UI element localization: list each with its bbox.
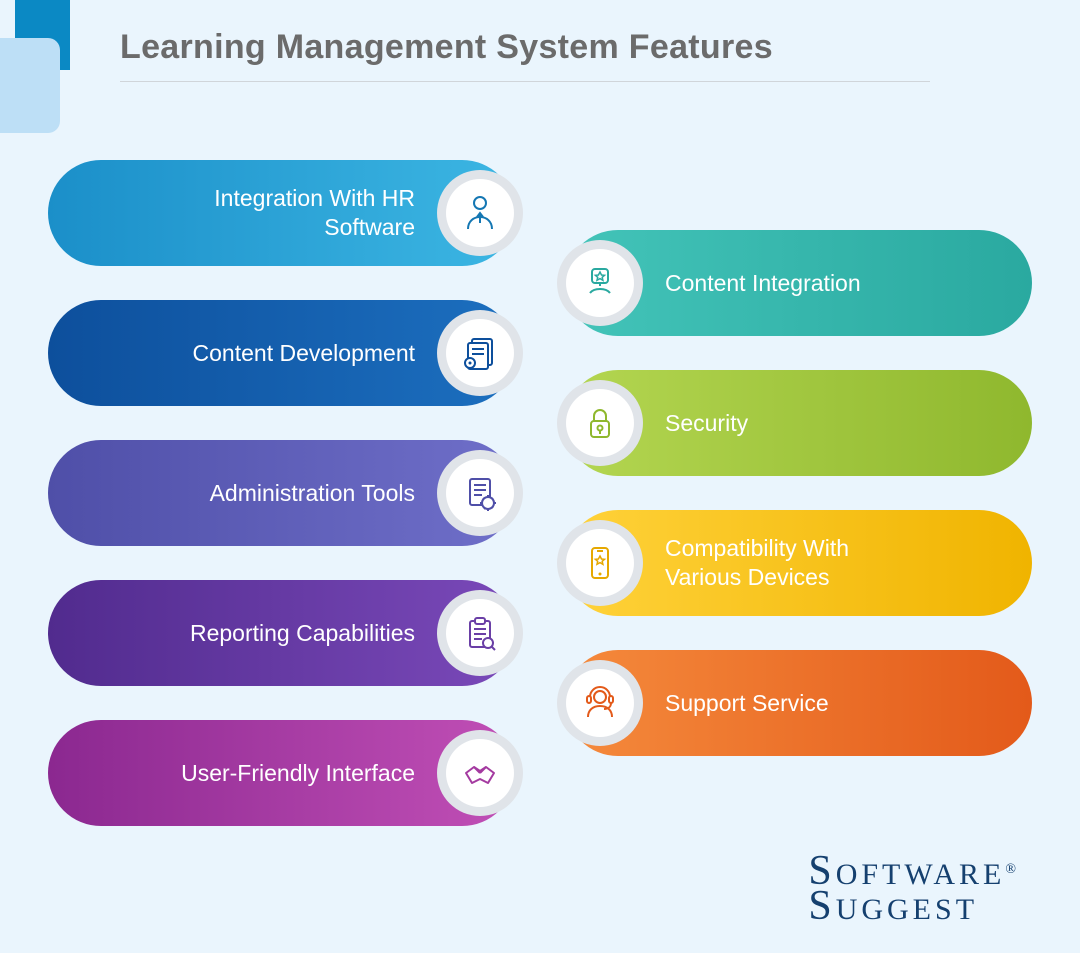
clipboard-icon	[446, 599, 514, 667]
left-column: Integration With HR Software Content Deve…	[48, 160, 515, 863]
page-title: Learning Management System Features	[120, 28, 930, 82]
feature-pill: Integration With HR Software	[48, 160, 515, 266]
registered-mark: ®	[1005, 862, 1020, 877]
feature-label: Integration With HR Software	[155, 184, 415, 242]
hand-star-icon	[566, 249, 634, 317]
icon-ring	[557, 240, 643, 326]
handshake-icon	[446, 739, 514, 807]
feature-pill: Content Development	[48, 300, 515, 406]
corner-decor-light	[0, 38, 60, 133]
headset-icon	[566, 669, 634, 737]
logo-line1-rest: OFTWARE	[836, 858, 1006, 891]
feature-label: User-Friendly Interface	[181, 759, 415, 788]
icon-ring	[437, 170, 523, 256]
feature-pill: User-Friendly Interface	[48, 720, 515, 826]
feature-label: Security	[665, 409, 748, 438]
lock-icon	[566, 389, 634, 457]
icon-ring	[557, 380, 643, 466]
icon-ring	[557, 660, 643, 746]
icon-ring	[437, 310, 523, 396]
icon-ring	[437, 590, 523, 676]
icon-ring	[437, 450, 523, 536]
feature-label: Reporting Capabilities	[190, 619, 415, 648]
feature-pill: Security	[565, 370, 1032, 476]
icon-ring	[437, 730, 523, 816]
feature-label: Content Integration	[665, 269, 861, 298]
feature-columns: Integration With HR Software Content Deve…	[48, 160, 1032, 863]
feature-pill: Reporting Capabilities	[48, 580, 515, 686]
feature-label: Administration Tools	[210, 479, 415, 508]
logo-line2-rest: UGGEST	[836, 893, 978, 926]
feature-pill: Content Integration	[565, 230, 1032, 336]
icon-ring	[557, 520, 643, 606]
feature-label: Support Service	[665, 689, 829, 718]
person-icon	[446, 179, 514, 247]
mobile-icon	[566, 529, 634, 597]
feature-label: Compatibility With Various Devices	[665, 534, 925, 592]
feature-pill: Compatibility With Various Devices	[565, 510, 1032, 616]
doc-cog-icon	[446, 459, 514, 527]
feature-label: Content Development	[193, 339, 415, 368]
right-column: Content Integration Security Compatibility…	[565, 160, 1032, 863]
docs-gear-icon	[446, 319, 514, 387]
feature-pill: Support Service	[565, 650, 1032, 756]
feature-pill: Administration Tools	[48, 440, 515, 546]
header: Learning Management System Features	[120, 28, 1020, 82]
brand-logo: SOFTWARE® SUGGEST	[808, 854, 1020, 925]
